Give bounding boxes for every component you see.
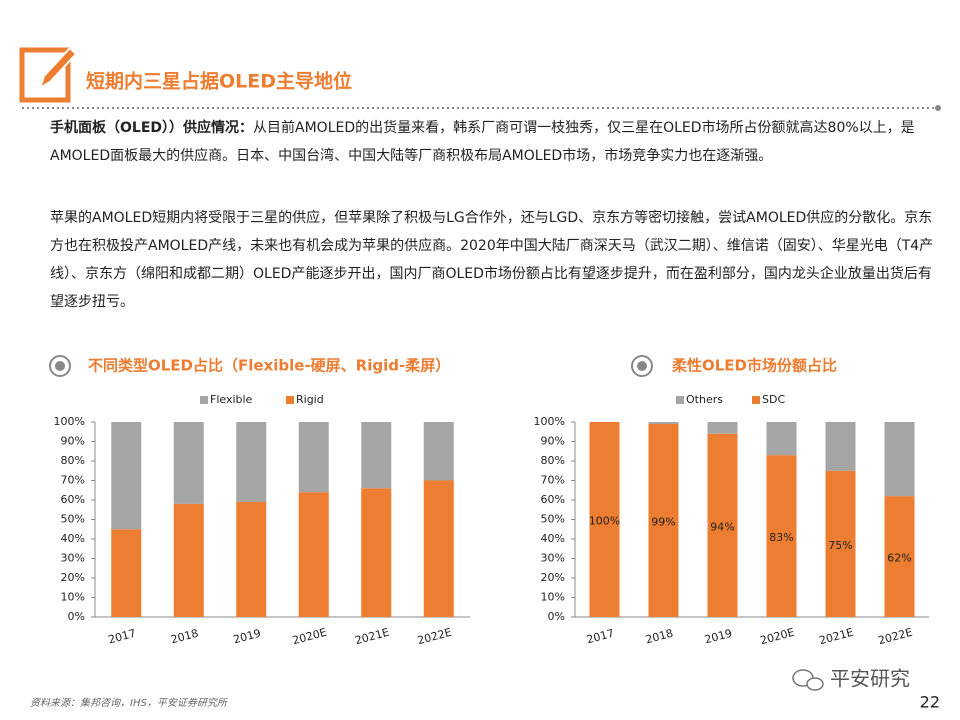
x-tick-label: 2017 (107, 627, 137, 647)
bar-segment (298, 422, 329, 493)
bar-segment (766, 455, 797, 617)
bar-segment (236, 501, 267, 617)
data-label: 62% (887, 552, 911, 565)
y-tick-label: 70% (541, 474, 565, 487)
bar-segment (589, 422, 620, 617)
header-title: 短期内三星占据OLED主导地位 (86, 70, 352, 93)
y-tick-label: 100% (534, 415, 565, 428)
bar-segment (111, 422, 142, 530)
y-tick-label: 20% (61, 571, 85, 584)
y-tick-label: 80% (541, 454, 565, 467)
pencil (38, 46, 78, 91)
chart-title: 不同类型OLED占比（Flexible-硬屏、Rigid-柔屏） (88, 357, 450, 375)
data-label: 83% (769, 531, 793, 544)
section-icon (631, 355, 653, 377)
y-tick-label: 90% (541, 435, 565, 448)
data-label: 94% (710, 520, 734, 533)
bar-segment (236, 422, 267, 502)
paragraph: 手机面板（OLED））供应情况：从目前AMOLED的出货量来看，韩系厂商可谓一枝… (50, 114, 935, 170)
y-tick-label: 60% (61, 493, 85, 506)
legend-swatch (286, 396, 294, 404)
bar-segment (648, 423, 679, 617)
bar-segment (361, 488, 392, 617)
y-tick-label: 0% (548, 610, 565, 623)
bar-segment (361, 422, 392, 489)
legend-label: Others (686, 393, 723, 406)
legend-label: Rigid (296, 393, 324, 406)
y-tick-label: 40% (61, 532, 85, 545)
x-tick-label: 2018 (644, 627, 674, 647)
y-tick-label: 20% (541, 571, 565, 584)
bar-segment (884, 422, 915, 497)
brand: 平安研究 (830, 667, 910, 691)
x-tick-label: 2021E (818, 626, 855, 648)
legend-swatch (676, 396, 684, 404)
paragraph-text: 从目前AMOLED的出货量来看，韩系厂商可谓一枝独秀，仅三星在OLED市场所占份… (50, 120, 915, 164)
x-tick-label: 2017 (585, 627, 615, 647)
x-tick-label: 2019 (703, 627, 733, 647)
bar-segment (766, 422, 797, 456)
bar-segment (298, 492, 329, 617)
y-tick-label: 50% (541, 513, 565, 526)
paragraph-lead: 手机面板（OLED））供应情况： (50, 120, 254, 136)
x-tick-label: 2021E (354, 626, 391, 648)
y-tick-label: 80% (61, 454, 85, 467)
y-tick-label: 10% (61, 591, 85, 604)
legend-swatch (200, 396, 208, 404)
bar-segment (707, 433, 738, 617)
y-tick-label: 100% (54, 415, 85, 428)
page-number: 22 (920, 693, 940, 712)
source: 资料来源：集邦咨询，IHS，平安证券研究所 (30, 697, 229, 709)
wechat-icon (792, 669, 824, 691)
y-tick-label: 50% (61, 513, 85, 526)
data-label: 75% (828, 539, 852, 552)
bar-segment (825, 422, 856, 471)
y-tick-label: 0% (68, 610, 85, 623)
bar-segment (648, 422, 679, 424)
paragraph: 苹果的AMOLED短期内将受限于三星的供应，但苹果除了积极与LG合作外，还与LG… (50, 204, 935, 316)
paragraph-text: 苹果的AMOLED短期内将受限于三星的供应，但苹果除了积极与LG合作外，还与LG… (50, 210, 934, 310)
y-tick-label: 10% (541, 591, 565, 604)
legend-label: SDC (762, 393, 785, 406)
x-tick-label: 2020E (759, 626, 796, 648)
y-tick-label: 70% (61, 474, 85, 487)
bar-segment (825, 470, 856, 617)
data-label: 99% (651, 515, 675, 528)
y-tick-label: 30% (61, 552, 85, 565)
bar-segment (423, 422, 454, 481)
y-tick-label: 30% (541, 552, 565, 565)
x-tick-label: 2019 (232, 627, 262, 647)
y-tick-label: 40% (541, 532, 565, 545)
y-tick-label: 60% (541, 493, 565, 506)
bar-segment (884, 496, 915, 617)
bar-segment (111, 529, 142, 617)
x-tick-label: 2020E (291, 626, 328, 648)
chart-title: 柔性OLED市场份额占比 (672, 357, 837, 375)
x-tick-label: 2018 (169, 627, 199, 647)
y-tick-label: 90% (61, 435, 85, 448)
bar-segment (423, 480, 454, 617)
header-icon (19, 47, 71, 103)
divider-end (935, 105, 941, 111)
section-icon (49, 355, 71, 377)
bar-segment (173, 422, 204, 504)
bar-segment (173, 503, 204, 617)
bar-segment (707, 422, 738, 434)
data-label: 100% (589, 515, 620, 528)
legend-label: Flexible (210, 393, 253, 406)
x-tick-label: 2022E (877, 626, 914, 648)
legend-swatch (752, 396, 760, 404)
x-tick-label: 2022E (416, 626, 453, 648)
